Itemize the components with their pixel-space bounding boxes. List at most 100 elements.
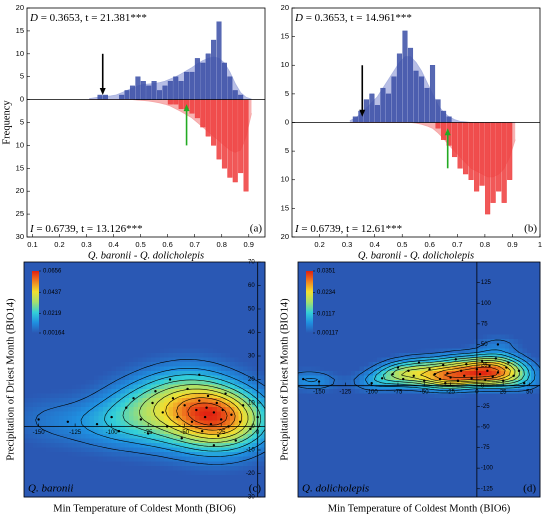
heat-cell <box>194 465 200 471</box>
heat-cell <box>199 266 205 272</box>
heat-cell <box>447 492 453 498</box>
heat-cell <box>225 329 231 335</box>
heat-cell <box>76 451 82 457</box>
heat-cell <box>504 411 510 417</box>
heat-cell <box>438 447 444 453</box>
heat-cell <box>229 293 235 299</box>
heat-cell <box>63 483 69 489</box>
heat-cell <box>89 465 95 471</box>
heat-cell <box>80 384 86 389</box>
heat-cell <box>243 429 248 435</box>
x-tick-label: 0.7 <box>189 240 199 249</box>
heat-cell <box>107 302 113 308</box>
heat-cell <box>151 262 156 267</box>
heat-cell <box>247 438 253 444</box>
heat-cell <box>251 433 257 439</box>
heat-cell <box>151 447 156 453</box>
heat-cell <box>28 356 34 362</box>
heat-cell <box>155 311 161 317</box>
heat-cell <box>320 442 325 448</box>
heat-cell <box>94 397 99 403</box>
heat-cell <box>89 271 95 276</box>
heat-cell <box>111 483 117 489</box>
heat-cell <box>45 320 51 326</box>
heat-cell <box>359 465 365 471</box>
heat-cell <box>390 356 396 362</box>
bar <box>194 99 200 119</box>
heat-cell <box>509 393 514 398</box>
heat-cell <box>107 379 113 385</box>
heat-cell <box>447 465 453 471</box>
heat-cell <box>111 474 117 480</box>
heat-cell <box>368 411 374 417</box>
heat-cell <box>518 465 523 471</box>
heat-cell <box>54 325 60 331</box>
heat-cell <box>491 393 497 398</box>
heat-cell <box>434 442 440 448</box>
heat-cell <box>350 478 356 484</box>
heat-cell <box>120 415 126 421</box>
heat-cell <box>85 347 91 353</box>
heat-cell <box>72 329 77 335</box>
heat-cell <box>372 384 378 389</box>
heat-cell <box>443 365 448 371</box>
heat-cell <box>32 415 38 421</box>
heat-cell <box>496 397 501 403</box>
heat-cell <box>225 325 231 331</box>
heat-cell <box>306 460 312 466</box>
heat-cell <box>251 343 257 349</box>
heat-cell <box>496 424 501 430</box>
heat-cell <box>107 284 113 290</box>
heat-cell <box>168 397 174 403</box>
heat-cell <box>159 302 165 308</box>
heat-cell <box>518 474 523 480</box>
heatmap <box>298 262 541 498</box>
heat-cell <box>350 388 356 394</box>
heat-cell <box>412 384 418 389</box>
heat-cell <box>509 465 514 471</box>
heat-cell <box>120 271 126 276</box>
heat-cell <box>456 433 462 439</box>
heat-cell <box>234 393 240 398</box>
heat-cell <box>164 483 169 489</box>
heat-cell <box>225 311 231 317</box>
heat-cell <box>137 365 143 371</box>
heat-cell <box>504 465 510 471</box>
heat-cell <box>102 483 108 489</box>
heat-cell <box>102 492 108 498</box>
heat-cell <box>456 393 462 398</box>
heat-cell <box>518 456 523 462</box>
heat-cell <box>54 293 60 299</box>
heat-cell <box>159 320 165 326</box>
heat-cell <box>80 420 86 426</box>
heat-cell <box>399 420 404 426</box>
heat-cell <box>430 460 435 466</box>
heat-cell <box>386 433 391 439</box>
heat-cell <box>124 298 130 304</box>
heat-cell <box>399 474 404 480</box>
heat-cell <box>487 356 492 362</box>
heat-cell <box>302 347 308 353</box>
heat-cell <box>45 388 51 394</box>
heat-cell <box>238 469 244 475</box>
heat-cell <box>496 474 501 480</box>
heat-cell <box>181 447 187 453</box>
heat-cell <box>408 415 413 421</box>
heat-cell <box>107 343 113 349</box>
heat-cell <box>50 492 56 498</box>
heat-cell <box>137 374 143 380</box>
heat-cell <box>251 329 257 335</box>
heat-cell <box>212 460 218 466</box>
heat-cell <box>72 474 77 480</box>
heat-cell <box>133 384 139 389</box>
heat-cell <box>491 483 497 489</box>
heat-cell <box>172 411 178 417</box>
heat-cell <box>199 442 205 448</box>
heat-cell <box>137 402 143 408</box>
heat-cell <box>403 474 409 480</box>
heat-cell <box>302 460 308 466</box>
heat-cell <box>260 289 266 295</box>
heat-cell <box>221 451 226 457</box>
heat-cell <box>63 347 69 353</box>
heat-cell <box>24 451 29 457</box>
